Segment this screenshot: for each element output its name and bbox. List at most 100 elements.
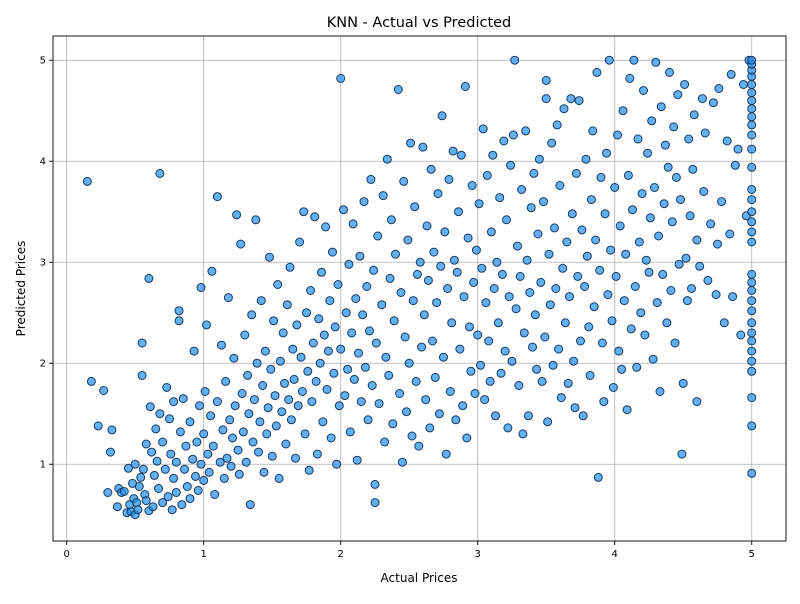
scatter-point <box>226 461 236 471</box>
scatter-point <box>318 417 328 427</box>
y-tick-label: 1 <box>40 460 46 471</box>
scatter-point <box>433 189 443 199</box>
scatter-point <box>310 212 320 222</box>
scatter-point <box>319 330 329 340</box>
scatter-point <box>391 249 400 259</box>
scatter-point <box>604 55 614 65</box>
scatter-point <box>580 282 590 291</box>
scatter-point <box>411 376 421 386</box>
scatter-point <box>297 387 307 396</box>
scatter-point <box>351 294 361 304</box>
scatter-point <box>432 298 442 308</box>
scatter-point <box>418 142 428 152</box>
scatter-point <box>408 296 418 306</box>
scatter-point <box>196 459 206 469</box>
scatter-point <box>136 472 146 482</box>
scatter-point <box>510 55 520 65</box>
scatter-point <box>141 439 151 449</box>
scatter-point <box>539 197 548 207</box>
scatter-point <box>163 492 173 502</box>
scatter-point <box>613 130 622 140</box>
scatter-point <box>671 172 681 182</box>
scatter-point <box>145 402 155 412</box>
scatter-point <box>719 318 729 328</box>
scatter-point <box>607 316 617 326</box>
scatter-point <box>602 148 611 158</box>
scatter-point <box>659 199 669 209</box>
scatter-point <box>611 271 621 281</box>
scatter-point <box>212 192 222 202</box>
scatter-point <box>486 227 496 237</box>
scatter-point <box>249 395 259 405</box>
scatter-point <box>673 90 683 100</box>
scatter-point <box>217 340 226 350</box>
scatter-point <box>180 464 189 474</box>
scatter-point <box>463 233 473 243</box>
scatter-point <box>507 356 517 366</box>
scatter-point <box>674 259 684 269</box>
scatter-point <box>492 257 502 267</box>
scatter-point <box>528 342 537 352</box>
scatter-point <box>493 318 503 328</box>
scatter-point <box>577 225 587 235</box>
scatter-point <box>147 447 157 457</box>
scatter-point <box>248 437 258 447</box>
scatter-point <box>455 344 465 354</box>
scatter-point <box>345 427 355 437</box>
scatter-point <box>567 209 577 219</box>
scatter-point <box>713 239 722 249</box>
scatter-point <box>747 162 757 172</box>
scatter-point <box>452 267 462 277</box>
scatter-point <box>238 427 248 437</box>
scatter-point <box>99 386 109 395</box>
x-tick-label: 0 <box>64 549 70 560</box>
scatter-point <box>291 453 300 463</box>
scatter-point <box>292 320 302 330</box>
scatter-point <box>412 269 422 279</box>
scatter-point <box>397 457 407 467</box>
scatter-point <box>500 346 510 356</box>
scatter-point <box>451 415 461 425</box>
scatter-point <box>585 370 595 380</box>
scatter-point <box>739 80 748 89</box>
scatter-point <box>370 479 380 489</box>
scatter-point <box>388 419 398 429</box>
scatter-point <box>728 292 738 302</box>
scatter-point <box>206 411 216 421</box>
scatter-point <box>471 245 481 255</box>
scatter-point <box>647 116 657 126</box>
scatter-point <box>621 249 631 259</box>
scatter-point <box>284 395 294 405</box>
scatter-point <box>255 417 265 427</box>
scatter-point <box>322 385 332 394</box>
scatter-point <box>747 296 757 306</box>
scatter-point <box>634 237 644 247</box>
scatter-point <box>93 421 103 431</box>
scatter-point <box>137 370 147 380</box>
scatter-point <box>189 346 199 356</box>
scatter-point <box>347 328 357 338</box>
scatter-point <box>550 223 559 233</box>
scatter-point <box>496 368 506 378</box>
scatter-point <box>251 215 261 225</box>
scatter-point <box>747 269 757 279</box>
scatter-point <box>643 148 653 158</box>
x-axis-label: Actual Prices <box>381 571 458 585</box>
scatter-point <box>181 441 191 451</box>
scatter-point <box>244 409 254 419</box>
scatter-point <box>462 433 472 443</box>
scatter-point <box>428 336 437 346</box>
x-tick-label: 2 <box>338 549 344 560</box>
scatter-point <box>236 239 246 249</box>
scatter-point <box>326 433 336 443</box>
scatter-point <box>171 457 181 467</box>
scatter-point <box>543 417 553 427</box>
scatter-point <box>174 316 184 326</box>
scatter-point <box>182 482 192 491</box>
x-tick-label: 4 <box>612 549 618 560</box>
scatter-point <box>747 227 757 237</box>
scatter-point <box>573 271 583 281</box>
scatter-point <box>474 199 484 209</box>
scatter-point <box>352 455 362 465</box>
scatter-point <box>447 318 457 328</box>
